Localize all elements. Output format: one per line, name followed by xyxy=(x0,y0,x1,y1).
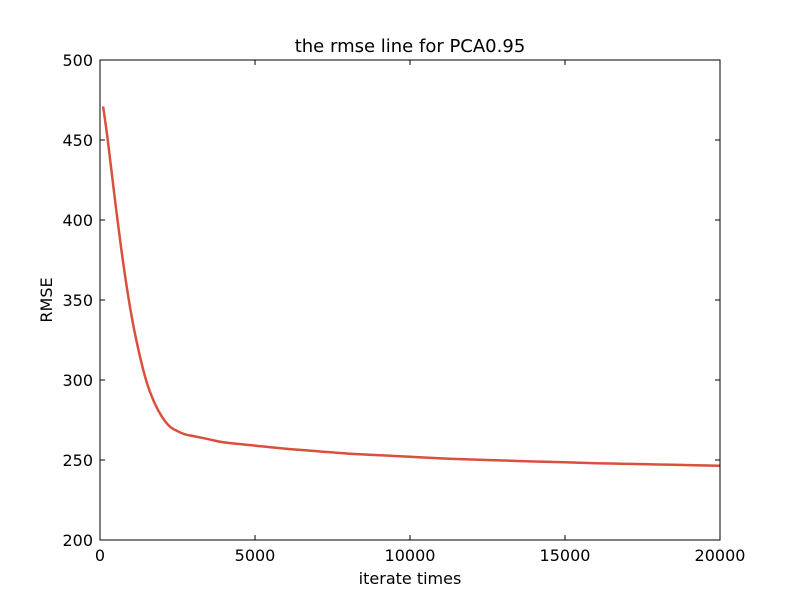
x-axis-label: iterate times xyxy=(359,569,462,588)
tick-labels: 0 5000 10000 15000 20000 200 250 300 350 400 450 50… xyxy=(62,51,745,565)
plot-frame xyxy=(99,59,721,541)
y-tick-label-2: 300 xyxy=(62,371,93,390)
series-group xyxy=(101,106,721,468)
y-axis-label: RMSE xyxy=(37,277,56,322)
x-tick-label-1: 5000 xyxy=(235,546,276,565)
y-tick-label-0: 200 xyxy=(62,531,93,550)
x-tick-label-3: 15000 xyxy=(540,546,591,565)
series-line-0 xyxy=(101,106,721,468)
y-tick-label-1: 250 xyxy=(62,451,93,470)
x-tick-label-0: 0 xyxy=(95,546,105,565)
chart-title: the rmse line for PCA0.95 xyxy=(295,36,526,57)
x-tick-label-2: 10000 xyxy=(385,546,436,565)
x-tick-label-4: 20000 xyxy=(695,546,746,565)
y-tick-label-6: 500 xyxy=(62,51,93,70)
y-tick-label-4: 400 xyxy=(62,211,93,230)
y-tick-label-3: 350 xyxy=(62,291,93,310)
y-tick-label-5: 450 xyxy=(62,131,93,150)
